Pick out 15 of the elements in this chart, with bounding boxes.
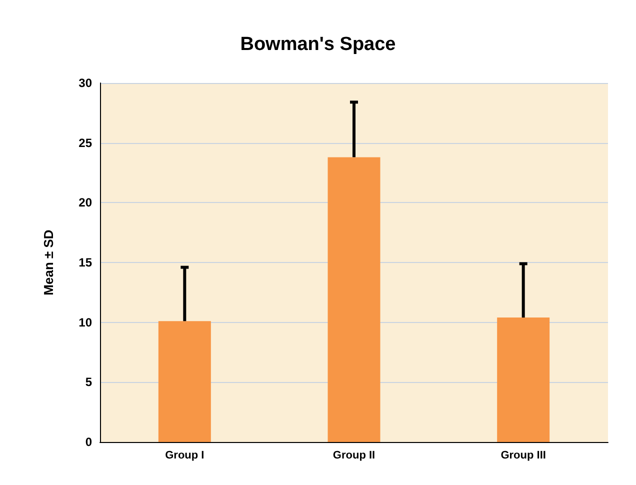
x-tick-label: Group II — [332, 450, 376, 462]
x-tick-label: Group III — [500, 450, 546, 462]
bar — [158, 321, 211, 442]
y-tick-label: 10 — [78, 315, 92, 330]
y-tick-label: 25 — [78, 136, 92, 150]
bar — [328, 157, 380, 442]
x-tick-label: Group I — [165, 450, 204, 462]
y-tick-label: 0 — [85, 435, 92, 449]
y-axis-title: Mean ± SD — [41, 230, 56, 296]
y-tick-label: 30 — [78, 76, 92, 90]
chart-title: Bowman's Space — [240, 34, 396, 55]
y-tick-label: 20 — [78, 196, 92, 210]
y-tick-label: 15 — [78, 256, 92, 270]
bar — [497, 318, 550, 442]
y-tick-label: 5 — [85, 375, 92, 390]
